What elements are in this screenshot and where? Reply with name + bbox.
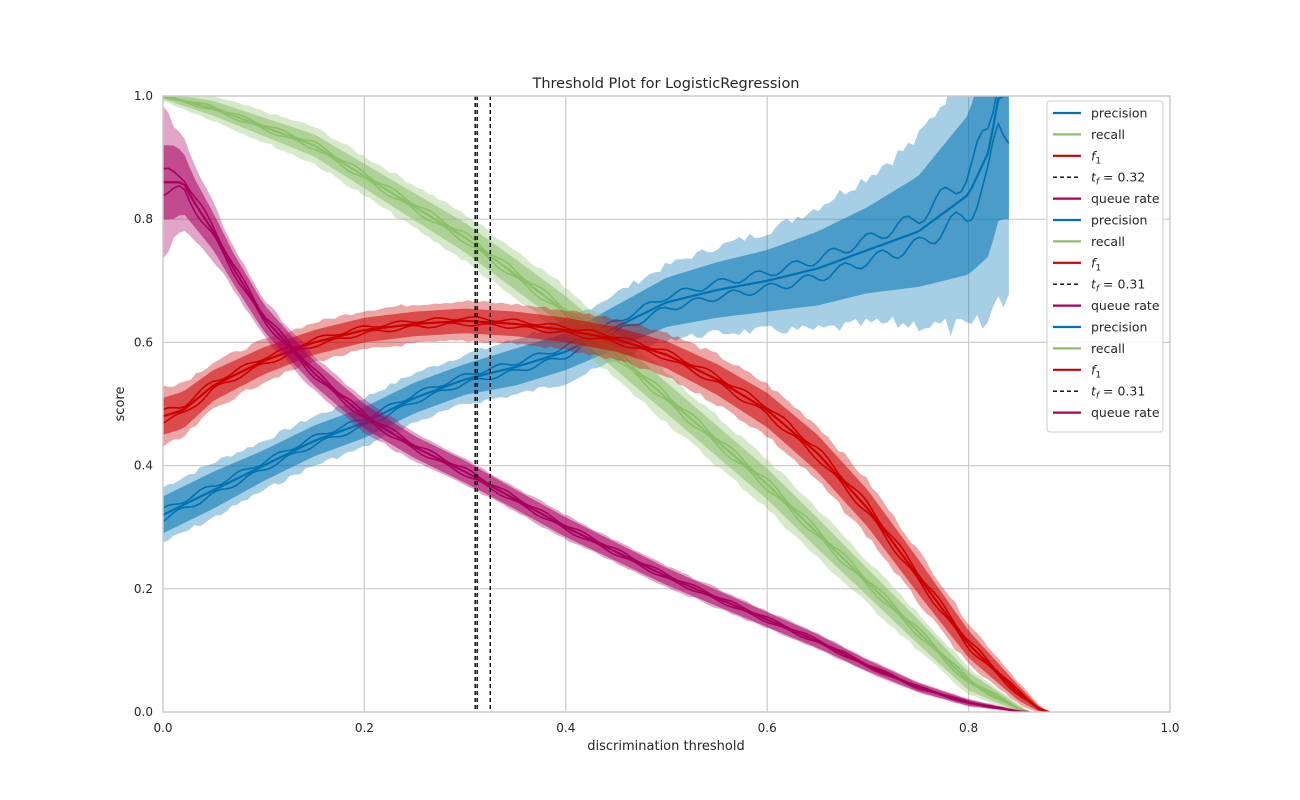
series-queue-rate bbox=[163, 106, 1030, 712]
x-axis-label: discrimination threshold bbox=[587, 739, 744, 754]
series-line bbox=[163, 181, 1030, 712]
legend-label: recall bbox=[1091, 341, 1125, 356]
legend-label: precision bbox=[1091, 213, 1147, 228]
y-axis-label: score bbox=[113, 387, 128, 422]
series-f_1 bbox=[163, 300, 1050, 712]
legend-label: precision bbox=[1091, 106, 1147, 121]
plot-area: 0.0 0.2 0.4 0.6 0.8 1.0 0.0 0.2 0.4 0.6 0.8 1.0 bbox=[134, 89, 1180, 735]
series-line bbox=[163, 184, 1030, 712]
x-tick-label: 0.0 bbox=[153, 721, 172, 735]
legend-item: f1 bbox=[1053, 362, 1101, 380]
series-line bbox=[163, 319, 1050, 712]
legend-item: f1 bbox=[1053, 255, 1101, 273]
legend: precision recall f1 tf = 0.32 queue rate prec… bbox=[1046, 100, 1164, 433]
x-tick-label: 0.2 bbox=[355, 721, 374, 735]
legend-label: recall bbox=[1091, 127, 1125, 142]
legend-label: precision bbox=[1091, 320, 1147, 335]
chart-title: Threshold Plot for LogisticRegression bbox=[531, 76, 799, 92]
series-band-inner bbox=[163, 96, 1030, 712]
legend-item: queue rate bbox=[1053, 191, 1160, 206]
legend-item: recall bbox=[1053, 234, 1125, 249]
legend-item: precision bbox=[1053, 320, 1147, 335]
legend-label: recall bbox=[1091, 234, 1125, 249]
y-tick-label: 0.2 bbox=[134, 582, 153, 596]
legend-item: tf = 0.32 bbox=[1053, 170, 1145, 188]
x-tick-label: 1.0 bbox=[1160, 721, 1179, 735]
legend-label: queue rate bbox=[1091, 191, 1160, 206]
legend-item: tf = 0.31 bbox=[1053, 384, 1145, 402]
axes-frame bbox=[162, 95, 1171, 713]
x-tick-label: 0.6 bbox=[758, 721, 777, 735]
legend-label: f1 bbox=[1091, 362, 1101, 380]
x-tick-label: 0.8 bbox=[959, 721, 978, 735]
series-layer bbox=[163, 96, 1050, 712]
legend-item: f1 bbox=[1053, 148, 1101, 166]
series-line bbox=[163, 322, 1050, 712]
legend-label: queue rate bbox=[1091, 405, 1160, 420]
legend-item: recall bbox=[1053, 341, 1125, 356]
y-tick-label: 0.0 bbox=[134, 705, 153, 719]
series-band-outer bbox=[163, 106, 1030, 712]
y-tick-label: 1.0 bbox=[134, 89, 153, 103]
legend-label: f1 bbox=[1091, 148, 1101, 166]
legend-label: tf = 0.32 bbox=[1091, 170, 1145, 188]
legend-item: precision bbox=[1053, 213, 1147, 228]
legend-label: queue rate bbox=[1091, 298, 1160, 313]
legend-item: queue rate bbox=[1053, 298, 1160, 313]
legend-item: recall bbox=[1053, 127, 1125, 142]
y-tick-label: 0.4 bbox=[134, 459, 153, 473]
y-tick-label: 0.8 bbox=[134, 212, 153, 226]
legend-item: tf = 0.31 bbox=[1053, 277, 1145, 295]
y-tick-label: 0.6 bbox=[134, 335, 153, 349]
legend-box bbox=[1046, 100, 1164, 433]
legend-item: queue rate bbox=[1053, 405, 1160, 420]
legend-label: tf = 0.31 bbox=[1091, 384, 1145, 402]
series-line bbox=[163, 315, 1050, 712]
legend-label: f1 bbox=[1091, 255, 1101, 273]
legend-item: precision bbox=[1053, 106, 1147, 121]
x-tick-label: 0.4 bbox=[556, 721, 575, 735]
legend-label: tf = 0.31 bbox=[1091, 277, 1145, 295]
series-line bbox=[163, 167, 1030, 712]
